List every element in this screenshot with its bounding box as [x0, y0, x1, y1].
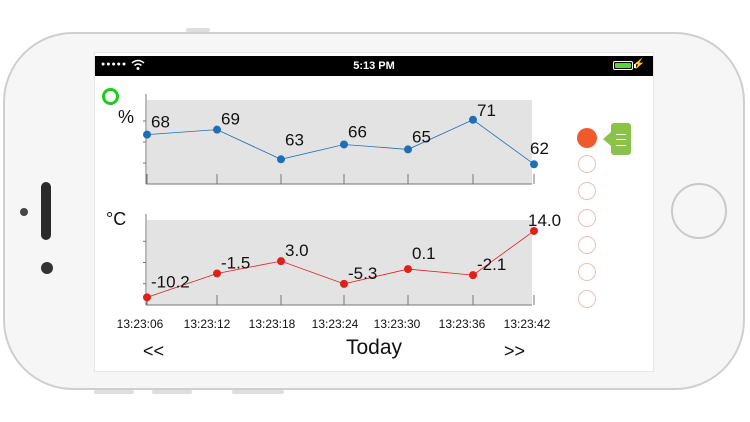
earpiece-speaker — [41, 182, 51, 240]
wifi-icon — [131, 59, 145, 70]
temperature-point-1 — [213, 269, 221, 278]
sensor-selector — [577, 128, 600, 317]
menu-drawer-tab[interactable] — [603, 123, 631, 155]
temperature-value-label-3: -5.3 — [348, 264, 377, 283]
temperature-point-6 — [530, 226, 538, 235]
temperature-value-label-4: 0.1 — [412, 244, 436, 263]
time-axis-label: 13:23:24 — [311, 317, 359, 331]
humidity-point-2 — [277, 155, 285, 164]
humidity-point-0 — [143, 130, 151, 139]
next-page-button[interactable]: >> — [504, 341, 526, 361]
battery-cap — [634, 64, 636, 68]
volume-button-2 — [152, 390, 192, 394]
home-button[interactable] — [671, 183, 727, 239]
humidity-plot-area — [147, 100, 532, 184]
humidity-value-label-0: 68 — [151, 113, 170, 132]
volume-button-1 — [94, 390, 134, 394]
temperature-point-4 — [404, 265, 412, 274]
temperature-unit-label: °C — [106, 209, 127, 229]
humidity-value-label-5: 71 — [477, 101, 496, 120]
status-bar: ●●●●● 5:13 PM ⚡ — [95, 56, 653, 76]
sensor-dot[interactable] — [578, 263, 596, 281]
signal-strength-icon: ●●●●● — [101, 61, 128, 68]
humidity-point-1 — [213, 125, 221, 134]
menu-lines-icon — [616, 134, 626, 146]
humidity-point-5 — [469, 115, 477, 124]
temperature-point-0 — [143, 293, 151, 302]
sensor-dot[interactable] — [578, 236, 596, 254]
app-screen: ●●●●● 5:13 PM ⚡ % °C 68 69 63 66 65 71 62 -10.2… — [94, 52, 654, 372]
proximity-sensor — [41, 262, 53, 274]
charts-canvas: 68 69 63 66 65 71 62 -10.2 -1.5 3.0 -5.3 0.1 -2.1 14.… — [143, 94, 561, 306]
humidity-point-3 — [340, 140, 348, 149]
humidity-value-label-4: 65 — [412, 127, 431, 146]
live-status-icon — [102, 88, 119, 105]
humidity-point-4 — [404, 145, 412, 154]
temperature-value-label-1: -1.5 — [221, 253, 250, 272]
humidity-value-label-2: 63 — [285, 130, 304, 149]
humidity-unit-label: % — [118, 107, 135, 127]
time-axis-label: 13:23:06 — [116, 317, 164, 331]
time-axis-label: 13:23:36 — [438, 317, 486, 331]
temperature-value-label-6: 14.0 — [528, 211, 561, 230]
humidity-point-6 — [530, 160, 538, 169]
humidity-value-label-1: 69 — [221, 110, 240, 129]
temperature-point-2 — [277, 257, 285, 266]
time-axis-label: 13:23:30 — [373, 317, 421, 331]
sensor-dot[interactable] — [578, 182, 596, 200]
today-label: Today — [345, 336, 403, 359]
temperature-point-5 — [469, 271, 477, 280]
status-time: 5:13 PM — [353, 60, 395, 72]
sensor-dot-active[interactable] — [577, 128, 597, 148]
time-axis-label: 13:23:18 — [248, 317, 296, 331]
temperature-value-label-0: -10.2 — [151, 272, 190, 291]
sensor-dot[interactable] — [578, 209, 596, 227]
sensor-dot[interactable] — [578, 155, 596, 173]
top-side-button — [186, 28, 210, 32]
previous-page-button[interactable]: << — [143, 341, 165, 361]
temperature-value-label-5: -2.1 — [477, 255, 506, 274]
sensor-dot[interactable] — [578, 290, 596, 308]
temperature-point-3 — [340, 279, 348, 288]
time-axis-label: 13:23:42 — [503, 317, 551, 331]
battery-icon — [613, 61, 633, 70]
charging-bolt-icon: ⚡ — [632, 59, 645, 70]
front-camera — [20, 208, 28, 216]
mute-switch — [232, 390, 284, 394]
temperature-plot-area — [147, 220, 532, 305]
time-axis-label: 13:23:12 — [183, 317, 231, 331]
temperature-value-label-2: 3.0 — [285, 241, 309, 260]
humidity-value-label-3: 66 — [348, 122, 367, 141]
humidity-value-label-6: 62 — [530, 139, 549, 158]
